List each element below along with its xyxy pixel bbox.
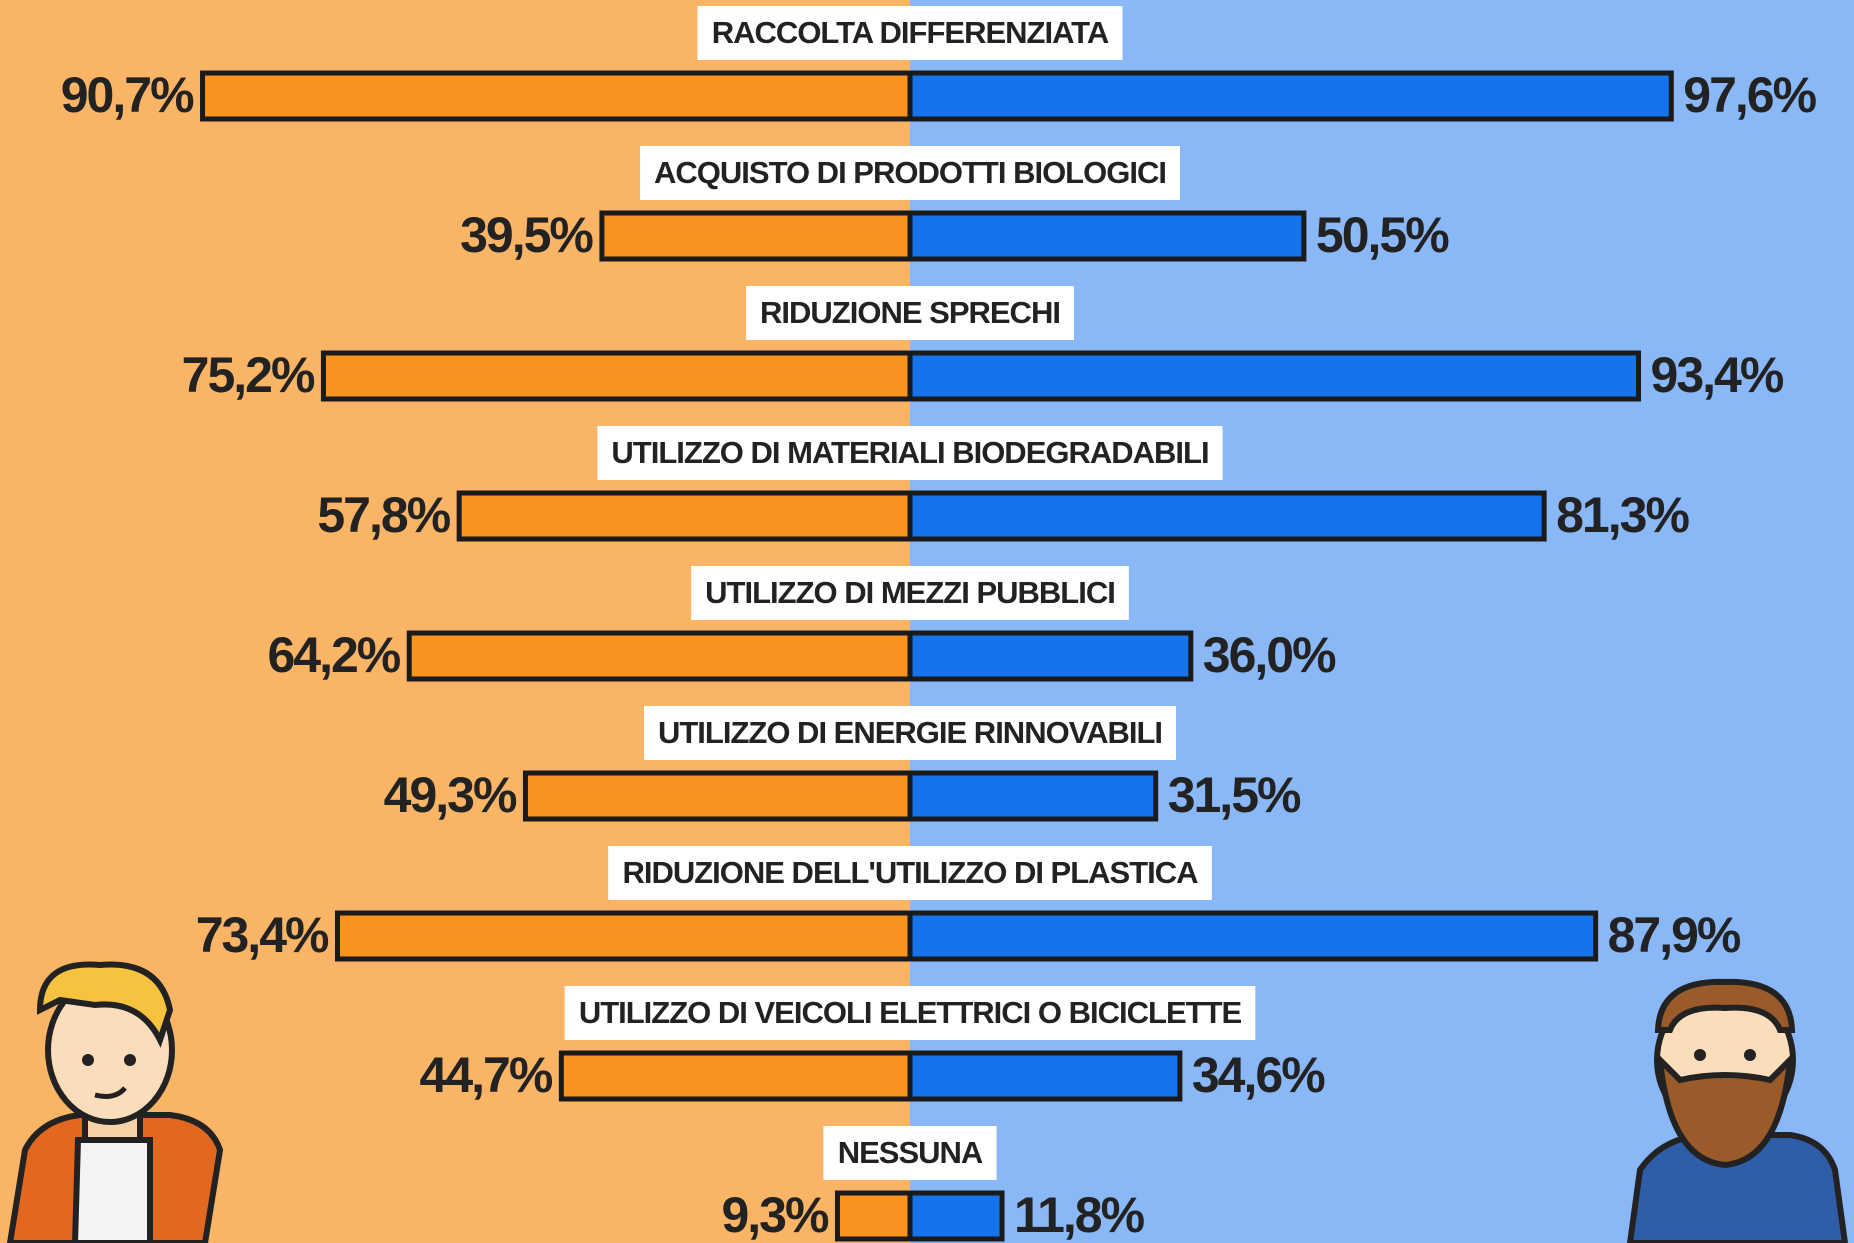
category-label: RIDUZIONE SPRECHI bbox=[760, 295, 1060, 330]
category-label-box bbox=[640, 146, 1180, 200]
value-label: 57,8% bbox=[317, 487, 450, 543]
value-label: 81,3% bbox=[1556, 487, 1689, 543]
bar bbox=[320, 350, 913, 402]
value-label: 36,0% bbox=[1203, 627, 1336, 683]
category-label: UTILIZZO DI ENERGIE RINNOVABILI bbox=[658, 715, 1162, 750]
value-label: 11,8% bbox=[1014, 1187, 1145, 1243]
category-label: RACCOLTA DIFFERENZIATA bbox=[712, 15, 1109, 50]
category-label-box bbox=[564, 986, 1256, 1040]
category-label-box bbox=[643, 706, 1177, 760]
bar bbox=[200, 70, 913, 122]
bar bbox=[907, 350, 1642, 402]
bar bbox=[907, 630, 1194, 682]
bar bbox=[834, 1190, 913, 1242]
bar bbox=[522, 770, 913, 822]
bar bbox=[907, 770, 1159, 822]
category-label: UTILIZZO DI MATERIALI BIODEGRADABILI bbox=[611, 435, 1208, 470]
value-label: 50,5% bbox=[1316, 207, 1449, 263]
bearded-man-icon bbox=[1626, 978, 1849, 1243]
bar bbox=[907, 70, 1674, 122]
value-label: 49,3% bbox=[384, 767, 517, 823]
value-label: 39,5% bbox=[460, 207, 593, 263]
young-man-icon bbox=[6, 961, 224, 1243]
value-label: 90,7% bbox=[61, 67, 194, 123]
bar bbox=[599, 210, 913, 262]
category-label: UTILIZZO DI MEZZI PUBBLICI bbox=[705, 575, 1115, 610]
category-label-box bbox=[823, 1126, 997, 1180]
value-label: 93,4% bbox=[1651, 347, 1784, 403]
value-label: 31,5% bbox=[1168, 767, 1301, 823]
category-label-box bbox=[746, 286, 1074, 340]
value-label: 9,3% bbox=[721, 1187, 829, 1243]
value-label: 75,2% bbox=[182, 347, 315, 403]
bar bbox=[907, 490, 1547, 542]
category-label: NESSUNA bbox=[838, 1135, 983, 1170]
bar bbox=[907, 1190, 1005, 1242]
bar bbox=[456, 490, 913, 542]
category-label-box bbox=[697, 6, 1123, 60]
value-label: 44,7% bbox=[420, 1047, 553, 1103]
bar bbox=[907, 910, 1599, 962]
value-label: 87,9% bbox=[1608, 907, 1741, 963]
value-label: 97,6% bbox=[1683, 67, 1816, 123]
category-label-box bbox=[691, 566, 1129, 620]
bar bbox=[907, 210, 1307, 262]
bar bbox=[406, 630, 913, 682]
bar bbox=[558, 1050, 913, 1102]
value-label: 64,2% bbox=[267, 627, 400, 683]
bar bbox=[907, 1050, 1183, 1102]
category-label: UTILIZZO DI VEICOLI ELETTRICI O BICICLET… bbox=[579, 995, 1242, 1030]
category-label-box bbox=[597, 426, 1223, 480]
value-label: 73,4% bbox=[196, 907, 329, 963]
value-label: 34,6% bbox=[1192, 1047, 1325, 1103]
category-label: RIDUZIONE DELL'UTILIZZO DI PLASTICA bbox=[622, 855, 1198, 890]
bar bbox=[334, 910, 913, 962]
category-label: ACQUISTO DI PRODOTTI BIOLOGICI bbox=[654, 155, 1166, 190]
category-label-box bbox=[608, 846, 1212, 900]
